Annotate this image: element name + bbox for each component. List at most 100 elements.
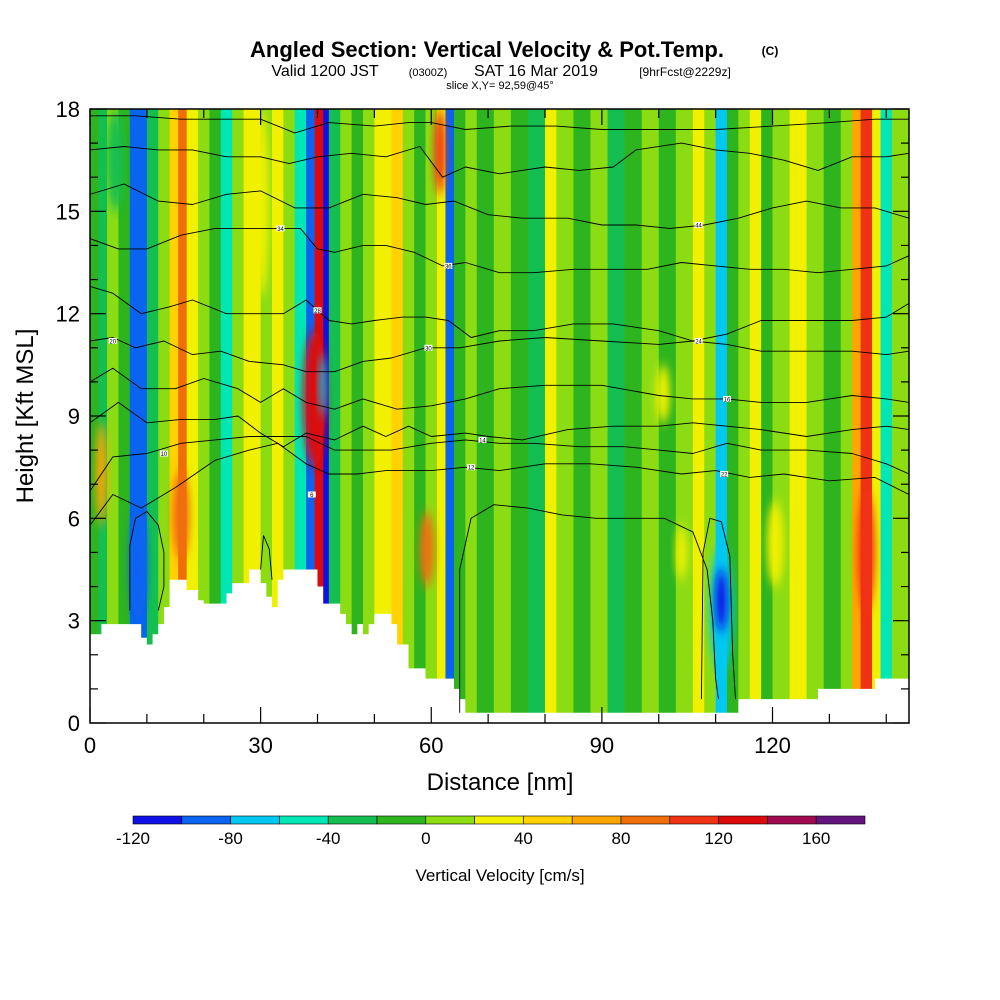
velocity-column-23 <box>340 109 353 723</box>
colorbar-tick-label: 120 <box>704 829 732 848</box>
isentrope-label-2: 14 <box>479 438 486 444</box>
contour-label-0-bg <box>276 225 285 232</box>
velocity-column-42 <box>590 109 609 723</box>
colorbar-swatch-12 <box>718 815 768 825</box>
velocity-column-15 <box>260 109 273 723</box>
y-tick-label: 9 <box>68 404 80 429</box>
velocity-core-4 <box>419 511 435 587</box>
isentrope-loop-0 <box>129 510 165 611</box>
y-tick-label: 12 <box>56 302 80 327</box>
contour-label-4: 22 <box>721 472 728 478</box>
velocity-column-54 <box>761 109 774 723</box>
contour-label-1: 28 <box>314 309 321 315</box>
velocity-core-8 <box>857 491 875 611</box>
velocity-column-63 <box>880 109 893 723</box>
velocity-column-51 <box>727 109 739 723</box>
isentrope-label-7-bg <box>694 221 703 228</box>
colorbar-swatch-0 <box>132 815 183 825</box>
colorbar-swatch-8 <box>523 815 573 825</box>
velocity-column-56 <box>789 109 808 723</box>
velocity-core-1 <box>172 470 190 560</box>
velocity-column-53 <box>749 109 762 723</box>
colorbar-swatch-10 <box>620 815 671 825</box>
velocity-core-14 <box>107 109 125 212</box>
isentrope-label-3-bg <box>723 395 731 402</box>
y-tick-label: 6 <box>68 506 80 531</box>
isentrope-label-6: 36 <box>445 264 452 270</box>
isentrope-0 <box>90 442 909 526</box>
velocity-column-55 <box>772 109 791 723</box>
velocity-core-7 <box>715 569 727 631</box>
colorbar-swatch-7 <box>474 815 524 825</box>
velocity-column-40 <box>556 109 575 723</box>
velocity-column-44 <box>624 109 643 723</box>
colorbar-swatch-1 <box>181 815 231 825</box>
velocity-column-61 <box>860 109 873 723</box>
isentrope-label-0: 12 <box>468 466 475 472</box>
isentrope-2 <box>90 401 909 448</box>
velocity-column-17 <box>283 109 296 723</box>
velocity-column-10 <box>198 109 211 723</box>
velocity-column-52 <box>738 109 751 723</box>
velocity-core-12 <box>675 525 688 580</box>
velocity-column-32 <box>445 109 455 723</box>
forecast-hour: [9hrFcst@2229z] <box>639 65 731 79</box>
colorbar-tick-label: -120 <box>116 829 150 848</box>
isentrope-3 <box>90 367 909 410</box>
chart-title: Angled Section: Vertical Velocity & Pot.… <box>250 37 778 62</box>
plot-area: 12 10 14 16 20 24 36 44 34 28 30 6 22 <box>90 109 909 723</box>
y-tick-label: 18 <box>56 97 80 122</box>
contour-label-3-bg <box>307 491 316 498</box>
velocity-column-43 <box>607 109 626 723</box>
colorbar-tick-label: 0 <box>421 829 430 848</box>
velocity-column-30 <box>425 109 438 723</box>
velocity-column-24 <box>351 109 364 723</box>
colorbar <box>132 815 866 825</box>
colorbar-swatch-14 <box>815 815 866 825</box>
isentrope-label-0-bg <box>467 464 476 471</box>
isentrope-7 <box>90 183 909 229</box>
velocity-column-41 <box>573 109 592 723</box>
isentrope-5 <box>90 285 909 342</box>
isentrope-6 <box>90 227 909 274</box>
x-tick-label: 120 <box>754 733 791 758</box>
isentrope-loop-3 <box>260 535 273 580</box>
velocity-column-31 <box>436 109 447 723</box>
x-axis-label: Distance [nm] <box>427 769 574 796</box>
velocity-column-50 <box>715 109 728 723</box>
x-tick-labels: 0 30 60 90 120 <box>84 733 791 758</box>
isentrope-contours <box>90 115 909 713</box>
isentrope-1 <box>90 436 909 492</box>
isentrope-label-2-bg <box>478 436 487 443</box>
valid-utc: (0300Z) <box>409 67 448 79</box>
velocity-column-35 <box>476 109 495 723</box>
y-axis-label: Height [Kft MSL] <box>12 329 39 504</box>
velocity-column-16 <box>272 109 284 723</box>
colorbar-tick-labels: -120 -80 -40 0 40 80 120 160 <box>116 829 830 848</box>
velocity-core-0 <box>129 508 147 621</box>
velocity-column-12 <box>220 109 233 723</box>
contour-label-0: 34 <box>277 227 284 233</box>
velocity-column-26 <box>374 109 393 723</box>
velocity-column-11 <box>209 109 222 723</box>
velocity-core-10 <box>254 109 270 297</box>
velocity-column-34 <box>465 109 478 723</box>
velocity-core-3 <box>319 354 327 416</box>
isentrope-label-4-bg <box>108 337 117 344</box>
velocity-cores <box>95 109 875 672</box>
y-tick-label: 0 <box>68 711 80 736</box>
velocity-column-6 <box>158 109 171 723</box>
isentrope-label-6-bg <box>444 262 453 269</box>
contour-label-3: 6 <box>310 493 314 499</box>
velocity-column-33 <box>454 109 466 723</box>
velocity-column-39 <box>545 109 557 723</box>
velocity-column-45 <box>641 109 660 723</box>
colorbar-swatch-2 <box>230 815 280 825</box>
velocity-column-9 <box>186 109 199 723</box>
velocity-column-38 <box>527 109 546 723</box>
terrain-mask <box>90 569 909 723</box>
chart-title-main: Angled Section: Vertical Velocity & Pot.… <box>250 37 724 62</box>
colorbar-tick-label: -40 <box>316 829 341 848</box>
colorbar-swatch-11 <box>669 815 719 825</box>
x-tick-label: 90 <box>590 733 614 758</box>
